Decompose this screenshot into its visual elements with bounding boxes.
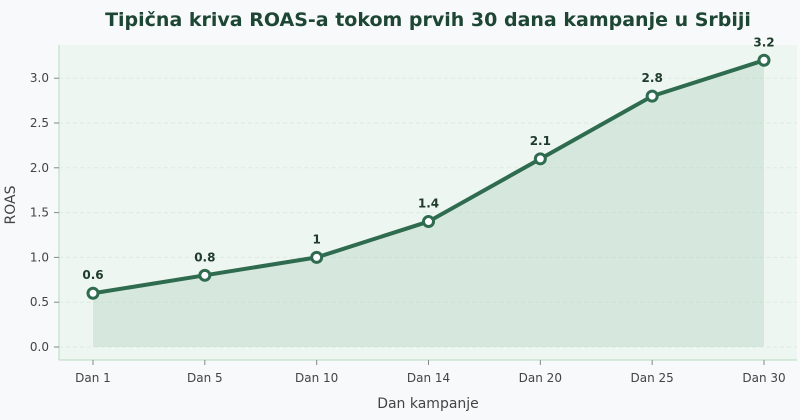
data-label: 0.8: [194, 250, 215, 264]
x-tick-label: Dan 14: [407, 371, 450, 385]
y-tick-label: 0.0: [30, 340, 49, 354]
data-labels: 0.6 0.8 1 1.4 2.1 2.8 3.2: [82, 35, 774, 282]
data-point: [757, 53, 771, 67]
data-point: [645, 89, 659, 103]
data-label: 2.1: [530, 134, 551, 148]
data-label: 1.4: [418, 197, 439, 211]
data-label: 3.2: [753, 35, 774, 49]
area-fill: [93, 60, 764, 347]
y-axis-label: ROAS: [3, 185, 19, 224]
x-tick-label: Dan 5: [187, 371, 223, 385]
data-label: 1: [312, 232, 320, 246]
y-ticks: 0.0 0.5 1.0 1.5 2.0 2.5 3.0: [30, 71, 59, 354]
data-label: 2.8: [642, 71, 663, 85]
x-ticks: Dan 1 Dan 5 Dan 10 Dan 14 Dan 20 Dan 25 Dan 30: [75, 360, 786, 385]
data-point: [310, 250, 324, 264]
grid-lines: [59, 77, 797, 348]
x-tick-label: Dan 1: [75, 371, 111, 385]
data-points: [86, 53, 771, 300]
data-point: [422, 215, 435, 229]
x-tick-label: Dan 20: [519, 371, 562, 385]
x-tick-label: Dan 10: [295, 371, 338, 385]
chart-title: Tipična kriva ROAS-a tokom prvih 30 dana…: [105, 9, 751, 31]
y-tick-label: 1.5: [30, 206, 49, 220]
data-point: [198, 268, 212, 282]
plot-area: [59, 45, 797, 360]
x-tick-label: Dan 25: [631, 371, 674, 385]
y-tick-label: 1.0: [30, 250, 49, 264]
y-tick-label: 2.0: [30, 161, 49, 175]
y-tick-label: 2.5: [30, 116, 49, 130]
x-tick-label: Dan 30: [742, 371, 785, 385]
data-point: [86, 286, 100, 300]
y-tick-label: 0.5: [30, 295, 49, 309]
data-point: [533, 152, 547, 166]
y-tick-label: 3.0: [30, 71, 49, 85]
data-label: 0.6: [82, 268, 103, 282]
x-axis-label: Dan kampanje: [377, 396, 479, 412]
